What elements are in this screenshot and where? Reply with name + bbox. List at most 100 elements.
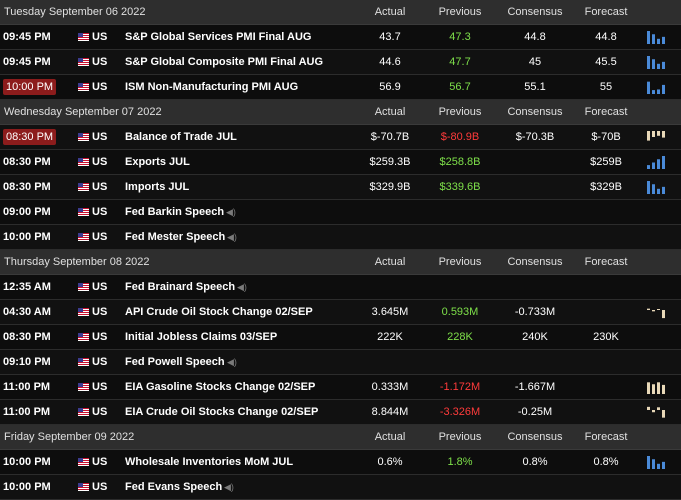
previous-value: -3.326M bbox=[439, 406, 481, 418]
sparkline-bar bbox=[647, 56, 650, 69]
event-name-link[interactable]: S&P Global Services PMI Final AUG bbox=[125, 31, 312, 43]
event-row[interactable]: 09:45 PM US S&P Global Services PMI Final … bbox=[0, 25, 681, 50]
event-time: 09:10 PM bbox=[3, 356, 51, 368]
event-row[interactable]: 08:30 PM US Balance of Trade JUL $-70.7B $-8… bbox=[0, 125, 681, 150]
speaker-icon: ◀) bbox=[227, 231, 237, 242]
date-header-label: Friday September 09 2022 bbox=[4, 431, 135, 443]
event-row[interactable]: 08:30 PM US Initial Jobless Claims 03/SEP 2… bbox=[0, 325, 681, 350]
sparkline-chart bbox=[647, 81, 665, 94]
consensus-value: 44.8 bbox=[524, 31, 546, 43]
event-name-link[interactable]: Exports JUL bbox=[125, 156, 190, 168]
country-code: US bbox=[92, 56, 108, 68]
country-code: US bbox=[92, 156, 108, 168]
sparkline-chart bbox=[647, 131, 665, 141]
event-row[interactable]: 08:30 PM US Imports JUL $329.9B $339.6B $329B bbox=[0, 175, 681, 200]
sparkline-chart bbox=[647, 456, 665, 469]
forecast-value: 55 bbox=[599, 81, 613, 93]
event-name-link[interactable]: Imports JUL bbox=[125, 181, 190, 193]
event-row[interactable]: 10:00 PM US Fed Mester Speech ◀) bbox=[0, 225, 681, 250]
sparkline-chart bbox=[647, 406, 665, 418]
event-name-link[interactable]: EIA Gasoline Stocks Change 02/SEP bbox=[125, 381, 316, 393]
event-row[interactable]: 04:30 AM US API Crude Oil Stock Change 02/… bbox=[0, 300, 681, 325]
country-code: US bbox=[92, 81, 108, 93]
event-time: 11:00 PM bbox=[3, 406, 51, 418]
consensus-value: -0.733M bbox=[514, 306, 556, 318]
event-name-link[interactable]: ISM Non-Manufacturing PMI AUG bbox=[125, 81, 299, 93]
event-name-link[interactable]: Fed Brainard Speech bbox=[125, 281, 236, 293]
country-code: US bbox=[92, 181, 108, 193]
sparkline-bar bbox=[657, 309, 660, 310]
sparkline-bar bbox=[647, 456, 650, 469]
sparkline-bar bbox=[647, 308, 650, 310]
us-flag-icon bbox=[78, 33, 89, 41]
sparkline-bar bbox=[652, 59, 655, 69]
event-name-link[interactable]: Initial Jobless Claims 03/SEP bbox=[125, 331, 278, 343]
event-name-link[interactable]: Fed Powell Speech bbox=[125, 356, 225, 368]
event-name-link[interactable]: Fed Mester Speech bbox=[125, 231, 226, 243]
sparkline-bar bbox=[647, 81, 650, 94]
date-header-label: Thursday September 08 2022 bbox=[4, 256, 150, 268]
sparkline-bar bbox=[662, 310, 665, 319]
event-row[interactable]: 09:00 PM US Fed Barkin Speech ◀) bbox=[0, 200, 681, 225]
country-code: US bbox=[92, 331, 108, 343]
event-name-link[interactable]: API Crude Oil Stock Change 02/SEP bbox=[125, 306, 313, 318]
event-time: 09:45 PM bbox=[3, 56, 51, 68]
sparkline-bar bbox=[662, 410, 665, 418]
column-header-forecast: Forecast bbox=[584, 106, 628, 118]
previous-value: $339.6B bbox=[439, 181, 481, 193]
consensus-value: 0.8% bbox=[522, 456, 548, 468]
column-header-forecast: Forecast bbox=[584, 256, 628, 268]
sparkline-bar bbox=[647, 131, 650, 141]
column-header-consensus: Consensus bbox=[507, 106, 563, 118]
sparkline-bar bbox=[657, 89, 660, 94]
country-code: US bbox=[92, 306, 108, 318]
event-row[interactable]: 09:10 PM US Fed Powell Speech ◀) bbox=[0, 350, 681, 375]
country-code: US bbox=[92, 31, 108, 43]
event-row[interactable]: 10:00 PM US ISM Non-Manufacturing PMI AUG 5… bbox=[0, 75, 681, 100]
previous-value: -1.172M bbox=[439, 381, 481, 393]
event-name-link[interactable]: Fed Evans Speech bbox=[125, 481, 223, 493]
sparkline-bar bbox=[647, 31, 650, 44]
sparkline-bar bbox=[652, 184, 655, 194]
speaker-icon: ◀) bbox=[237, 281, 247, 292]
event-name-link[interactable]: Fed Barkin Speech bbox=[125, 206, 225, 218]
column-header-previous: Previous bbox=[438, 431, 482, 443]
event-time: 09:45 PM bbox=[3, 31, 51, 43]
sparkline-bar bbox=[662, 131, 665, 138]
actual-value: 8.844M bbox=[371, 406, 409, 418]
event-row[interactable]: 12:35 AM US Fed Brainard Speech ◀) bbox=[0, 275, 681, 300]
column-header-actual: Actual bbox=[374, 106, 406, 118]
column-header-previous: Previous bbox=[438, 256, 482, 268]
event-row[interactable]: 10:00 PM US Wholesale Inventories MoM JUL 0… bbox=[0, 450, 681, 475]
event-row[interactable]: 11:00 PM US EIA Gasoline Stocks Change 02/… bbox=[0, 375, 681, 400]
actual-value: 222K bbox=[377, 331, 403, 343]
event-name-link[interactable]: S&P Global Composite PMI Final AUG bbox=[125, 56, 324, 68]
actual-value: 44.6 bbox=[379, 56, 401, 68]
event-row[interactable]: 09:45 PM US S&P Global Composite PMI Final… bbox=[0, 50, 681, 75]
event-name-link[interactable]: Wholesale Inventories MoM JUL bbox=[125, 456, 294, 468]
us-flag-icon bbox=[78, 158, 89, 166]
event-name-link[interactable]: EIA Crude Oil Stocks Change 02/SEP bbox=[125, 406, 319, 418]
us-flag-icon bbox=[78, 233, 89, 241]
event-time: 10:00 PM bbox=[3, 231, 51, 243]
column-header-forecast: Forecast bbox=[584, 6, 628, 18]
event-time: 08:30 PM bbox=[3, 129, 57, 145]
speaker-icon: ◀) bbox=[226, 206, 236, 217]
sparkline-bar bbox=[647, 382, 650, 394]
forecast-value: $-70B bbox=[591, 131, 621, 143]
previous-value: $-80.9B bbox=[440, 131, 480, 143]
event-row[interactable]: 11:00 PM US EIA Crude Oil Stocks Change 02… bbox=[0, 400, 681, 425]
previous-value: 47.7 bbox=[449, 56, 471, 68]
column-header-actual: Actual bbox=[374, 256, 406, 268]
date-header: Friday September 09 2022 Actual Previous Co… bbox=[0, 425, 681, 450]
us-flag-icon bbox=[78, 383, 89, 391]
sparkline-bar bbox=[657, 188, 660, 194]
event-row[interactable]: 08:30 PM US Exports JUL $259.3B $258.8B $259B bbox=[0, 150, 681, 175]
sparkline-bar bbox=[662, 186, 665, 194]
event-name-link[interactable]: Balance of Trade JUL bbox=[125, 131, 237, 143]
country-code: US bbox=[92, 381, 108, 393]
sparkline-bar bbox=[657, 463, 660, 469]
event-time: 09:00 PM bbox=[3, 206, 51, 218]
forecast-value: 0.8% bbox=[593, 456, 619, 468]
event-row[interactable]: 10:00 PM US Fed Evans Speech ◀) bbox=[0, 475, 681, 500]
